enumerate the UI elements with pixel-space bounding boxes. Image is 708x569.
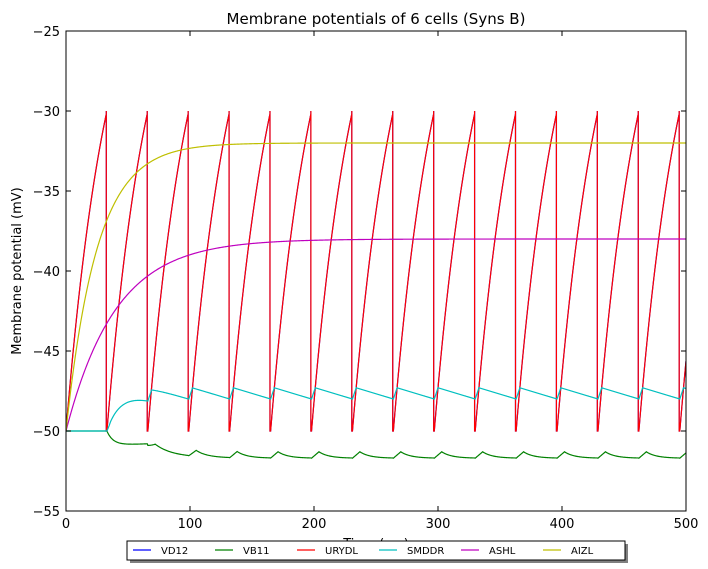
x-tick-label: 400	[550, 517, 575, 532]
x-tick-label: 100	[178, 517, 203, 532]
series-line-ashl	[66, 238, 686, 432]
series-line-smddr	[66, 387, 686, 432]
y-tick-label: −50	[33, 425, 60, 440]
y-ticks: −55 −50 −45 −40 −35 −30 −25	[33, 25, 686, 520]
series-line-vd12	[66, 111, 686, 432]
legend-label-urydl: URYDL	[325, 546, 358, 557]
y-tick-label: −25	[33, 25, 60, 40]
legend-label-smddr: SMDDR	[407, 546, 444, 557]
series-line-urydl	[66, 111, 686, 432]
legend-label-ashl: ASHL	[489, 546, 516, 557]
legend-box	[126, 540, 626, 561]
y-axis-label: Membrane potential (mV)	[10, 187, 25, 354]
legend-label-vd12: VD12	[161, 546, 188, 557]
y-tick-label: −30	[33, 105, 60, 120]
legend-items: VD12 VB11 URYDL SMDDR ASHL AIZL	[133, 546, 594, 557]
x-tick-label: 500	[674, 517, 699, 532]
y-tick-label: −35	[33, 185, 60, 200]
chart-title: Membrane potentials of 6 cells (Syns B)	[227, 10, 526, 28]
x-tick-label: 0	[62, 517, 70, 532]
series-line-vb11	[66, 430, 686, 459]
legend: VD12 VB11 URYDL SMDDR ASHL AIZL	[126, 540, 628, 563]
legend-label-vb11: VB11	[243, 546, 269, 557]
plot-frame	[65, 30, 687, 512]
x-ticks: 0 100 200 300 400 500	[62, 31, 699, 532]
series-line-aizl	[66, 142, 686, 432]
y-tick-label: −45	[33, 345, 60, 360]
x-tick-label: 300	[426, 517, 451, 532]
y-tick-label: −55	[33, 505, 60, 520]
x-tick-label: 200	[302, 517, 327, 532]
plot-lines	[66, 111, 686, 459]
y-tick-label: −40	[33, 265, 60, 280]
legend-label-aizl: AIZL	[571, 546, 594, 557]
